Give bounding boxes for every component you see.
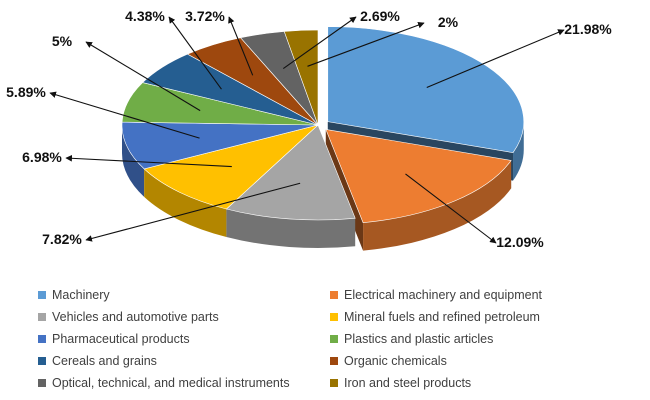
legend-label: Optical, technical, and medical instrume…: [52, 376, 290, 390]
leader-line-machinery: [426, 29, 565, 88]
pie-side-vehicles-and-automotive-parts: [226, 208, 356, 249]
pie-slice-machinery: [327, 26, 525, 153]
pie-slice-vehicles-and-automotive-parts: [225, 124, 356, 221]
leader-line-cereals-and-grains: [168, 16, 222, 90]
data-label-optical-technical-and-medical-instruments: 2.69%: [360, 8, 400, 24]
pie-tops: [121, 26, 525, 223]
data-label-plastics-and-plastic-articles: 5%: [52, 33, 73, 49]
leader-lines: [49, 16, 565, 244]
leader-line-iron-and-steel-products: [307, 21, 425, 67]
legend-label: Cereals and grains: [52, 354, 157, 368]
legend-item-machinery: Machinery: [38, 286, 330, 304]
legend-label: Machinery: [52, 288, 110, 302]
data-label-cereals-and-grains: 4.38%: [125, 8, 165, 24]
legend-swatch: [38, 291, 46, 299]
legend-item-plastics-and-plastic-articles: Plastics and plastic articles: [330, 330, 630, 348]
legend-item-vehicles-and-automotive-parts: Vehicles and automotive parts: [38, 308, 330, 326]
legend-swatch: [38, 357, 46, 365]
data-label-electrical-machinery-and-equipment: 12.09%: [496, 234, 544, 250]
data-label-mineral-fuels-and-refined-petroleum: 6.98%: [22, 149, 62, 165]
leader-line-optical-technical-and-medical-instruments: [282, 16, 357, 70]
legend-swatch: [330, 291, 338, 299]
legend-swatch: [330, 379, 338, 387]
legend-swatch: [38, 335, 46, 343]
data-label-vehicles-and-automotive-parts: 7.82%: [42, 231, 82, 247]
pie-side-machinery: [513, 121, 524, 181]
legend-swatch: [330, 313, 338, 321]
legend-label: Organic chemicals: [344, 354, 447, 368]
data-label-iron-and-steel-products: 2%: [438, 14, 459, 30]
legend-item-electrical-machinery-and-equipment: Electrical machinery and equipment: [330, 286, 630, 304]
data-label-pharmaceutical-products: 5.89%: [6, 84, 46, 100]
legend-item-optical-technical-and-medical-instruments: Optical, technical, and medical instrume…: [38, 374, 330, 392]
legend-swatch: [330, 335, 338, 343]
leader-line-electrical-machinery-and-equipment: [405, 173, 497, 244]
legend-label: Plastics and plastic articles: [344, 332, 494, 346]
pie-slice-iron-and-steel-products: [283, 29, 319, 126]
legend-label: Vehicles and automotive parts: [52, 310, 219, 324]
data-labels: 21.98% 12.09% 7.82% 6.98% 5.89% 5% 4.38% 3.72% 2…: [6, 8, 612, 250]
leader-line-organic-chemicals: [228, 16, 254, 76]
data-label-machinery: 21.98%: [564, 21, 612, 37]
leader-line-pharmaceutical-products: [49, 91, 200, 139]
leader-line-plastics-and-plastic-articles: [85, 41, 201, 112]
legend-label: Iron and steel products: [344, 376, 472, 390]
legend-label: Mineral fuels and refined petroleum: [344, 310, 540, 324]
pie-slice-pharmaceutical-products: [121, 121, 319, 170]
legend-item-iron-and-steel-products: Iron and steel products: [330, 374, 630, 392]
pie-side-mineral-fuels-and-refined-petroleum: [144, 168, 227, 237]
legend-item-cereals-and-grains: Cereals and grains: [38, 352, 330, 370]
data-label-organic-chemicals: 3.72%: [185, 8, 225, 24]
pie-slice-electrical-machinery-and-equipment: [325, 129, 512, 223]
legend-item-organic-chemicals: Organic chemicals: [330, 352, 630, 370]
legend-label: Pharmaceutical products: [52, 332, 190, 346]
leader-line-mineral-fuels-and-refined-petroleum: [65, 155, 232, 168]
legend-label: Electrical machinery and equipment: [344, 288, 543, 302]
pie-side-electrical-machinery-and-equipment: [363, 160, 512, 251]
leader-line-vehicles-and-automotive-parts: [85, 182, 301, 242]
legend-swatch: [330, 357, 338, 365]
legend-item-pharmaceutical-products: Pharmaceutical products: [38, 330, 330, 348]
legend: Machinery Electrical machinery and equipm…: [38, 286, 638, 392]
legend-swatch: [38, 379, 46, 387]
legend-swatch: [38, 313, 46, 321]
pie-chart: 21.98% 12.09% 7.82% 6.98% 5.89% 5% 4.38% 3.72% 2…: [6, 8, 612, 251]
legend-item-mineral-fuels-and-refined-petroleum: Mineral fuels and refined petroleum: [330, 308, 630, 326]
